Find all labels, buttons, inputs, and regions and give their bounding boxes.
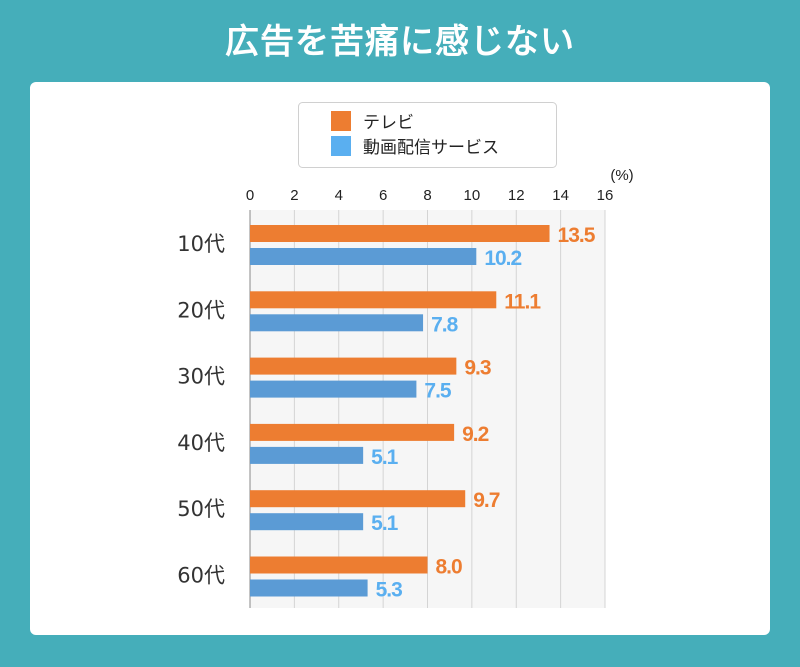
x-tick-label: 10 bbox=[464, 187, 481, 204]
legend-swatch bbox=[331, 136, 351, 156]
bar-tv bbox=[250, 490, 466, 508]
value-label: 9.3 bbox=[464, 357, 491, 380]
unit-label: (%) bbox=[610, 167, 633, 184]
legend-label: 動画配信サービス bbox=[363, 138, 499, 158]
value-label: 5.1 bbox=[371, 446, 399, 469]
x-tick-label: 8 bbox=[423, 187, 431, 204]
x-tick-label: 2 bbox=[290, 187, 298, 204]
bar-tv bbox=[250, 556, 428, 574]
bar-tv bbox=[250, 291, 497, 309]
category-label: 10代 bbox=[177, 232, 225, 256]
value-label: 7.8 bbox=[431, 313, 459, 336]
x-tick-label: 12 bbox=[508, 187, 525, 204]
category-label: 50代 bbox=[177, 497, 225, 521]
bar-tv bbox=[250, 225, 550, 242]
category-label: 30代 bbox=[177, 365, 225, 389]
bar-video bbox=[250, 380, 417, 398]
bar-video bbox=[250, 446, 364, 464]
value-label: 9.2 bbox=[462, 423, 489, 446]
value-label: 5.3 bbox=[376, 579, 403, 602]
chart-title: 広告を苦痛に感じない bbox=[225, 22, 575, 62]
category-label: 60代 bbox=[177, 564, 225, 588]
value-label: 5.1 bbox=[371, 512, 399, 535]
category-label: 20代 bbox=[177, 298, 225, 322]
value-label: 13.5 bbox=[558, 224, 596, 247]
x-tick-label: 6 bbox=[379, 187, 387, 204]
legend-swatch bbox=[331, 111, 351, 131]
legend-label: テレビ bbox=[363, 113, 414, 133]
value-label: 9.7 bbox=[473, 489, 500, 512]
x-tick-label: 16 bbox=[597, 187, 614, 204]
bar-video bbox=[250, 579, 368, 597]
bar-video bbox=[250, 314, 424, 332]
x-tick-label: 0 bbox=[246, 187, 254, 204]
value-label: 11.1 bbox=[504, 290, 541, 313]
value-label: 10.2 bbox=[484, 247, 521, 270]
x-tick-label: 4 bbox=[335, 187, 343, 204]
bar-video bbox=[250, 513, 364, 531]
bar-video bbox=[250, 248, 477, 265]
x-tick-label: 14 bbox=[552, 187, 569, 204]
bar-tv bbox=[250, 423, 455, 441]
value-label: 7.5 bbox=[424, 380, 452, 403]
bar-tv bbox=[250, 357, 457, 375]
value-label: 8.0 bbox=[436, 556, 463, 579]
legend-box bbox=[298, 102, 557, 168]
category-label: 40代 bbox=[177, 431, 225, 455]
